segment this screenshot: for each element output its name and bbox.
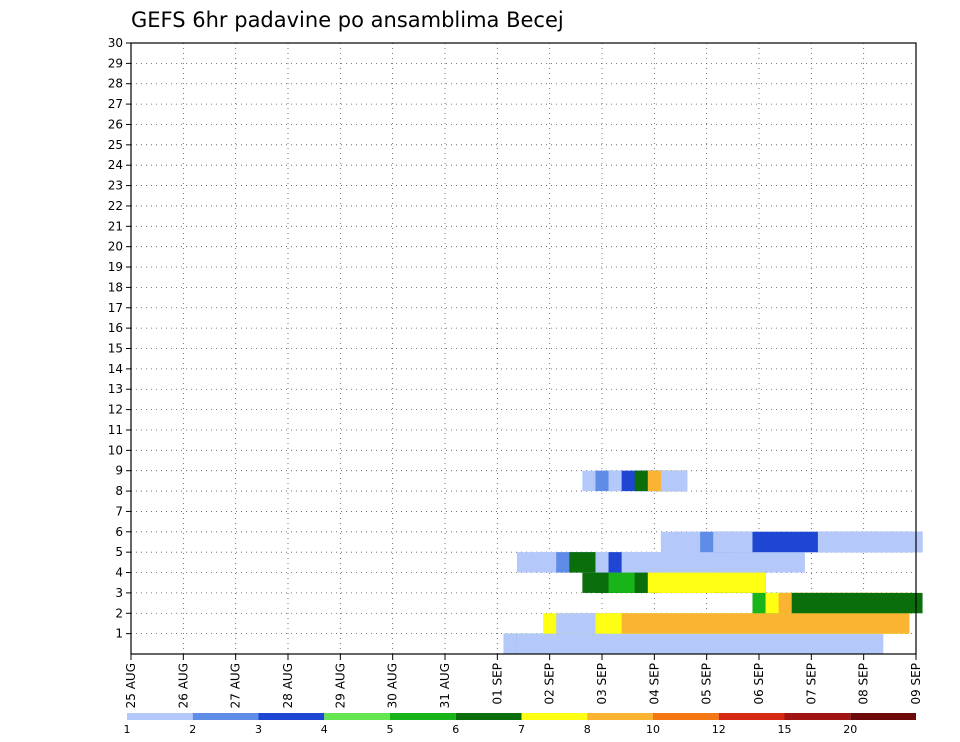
precip-cell	[516, 633, 818, 654]
colorbar-label: 10	[646, 723, 660, 736]
colorbar-label: 12	[712, 723, 726, 736]
colorbar-label: 2	[189, 723, 196, 736]
y-tick-label: 18	[108, 280, 123, 294]
y-tick-label: 16	[108, 321, 123, 335]
y-tick-label: 12	[108, 403, 123, 417]
grid-lines	[131, 43, 916, 654]
y-tick-label: 5	[115, 545, 123, 559]
colorbar-label: 8	[584, 723, 591, 736]
y-tick-label: 15	[108, 342, 123, 356]
x-tick-label: 25 AUG	[124, 663, 138, 708]
y-tick-label: 30	[108, 36, 123, 50]
precip-cell	[752, 531, 818, 553]
colorbar-segment	[521, 713, 588, 720]
precip-cell	[569, 552, 596, 573]
colorbar-label: 5	[387, 723, 394, 736]
y-tick-label: 7	[115, 504, 123, 518]
x-tick-label: 27 AUG	[229, 663, 243, 708]
y-tick-label: 4	[115, 566, 123, 580]
y-tick-label: 25	[108, 138, 123, 152]
y-tick-label: 14	[108, 362, 123, 376]
colorbar-segment	[718, 713, 785, 720]
x-tick-label: 02 SEP	[543, 663, 557, 705]
y-tick-label: 26	[108, 117, 123, 131]
x-tick-label: 05 SEP	[700, 663, 714, 705]
precipitation-cells	[503, 470, 923, 654]
colorbar-label: 15	[778, 723, 792, 736]
colorbar-segment	[455, 713, 522, 720]
x-tick-label: 26 AUG	[176, 663, 190, 708]
precip-cell	[660, 572, 714, 593]
x-tick-label: 03 SEP	[595, 663, 609, 705]
colorbar-label: 20	[843, 723, 857, 736]
y-tick-label: 22	[108, 199, 123, 213]
y-tick-label: 21	[108, 219, 123, 233]
x-tick-label: 29 AUG	[333, 663, 347, 708]
x-tick-label: 09 SEP	[909, 663, 923, 705]
y-tick-label: 17	[108, 301, 123, 315]
y-tick-label: 3	[115, 586, 123, 600]
x-tick-label: 31 AUG	[438, 663, 452, 708]
x-tick-label: 04 SEP	[647, 663, 661, 705]
y-tick-label: 8	[115, 484, 123, 498]
x-tick-label: 28 AUG	[281, 663, 295, 708]
colorbar-segment	[850, 713, 916, 720]
precip-cell	[530, 552, 805, 573]
colorbar-segment	[587, 713, 653, 720]
colorbar-label: 1	[124, 723, 131, 736]
x-tick-label: 08 SEP	[857, 663, 871, 705]
colorbar-segment	[324, 713, 390, 720]
colorbar-segment	[653, 713, 719, 720]
colorbar-segment	[390, 713, 456, 720]
y-tick-label: 2	[115, 606, 123, 620]
y-tick-label: 28	[108, 77, 123, 91]
y-tick-label: 9	[115, 464, 123, 478]
x-tick-label: 01 SEP	[490, 663, 504, 705]
colorbar-segment	[192, 713, 259, 720]
y-tick-label: 10	[108, 443, 123, 457]
x-tick-label: 07 SEP	[804, 663, 818, 705]
colorbar-segment	[258, 713, 325, 720]
y-tick-label: 11	[108, 423, 123, 437]
precip-cell	[660, 470, 688, 492]
precip-cell	[621, 613, 910, 634]
colorbar: 1 2 3 4 5 6 7 8 10 12 15 20	[124, 713, 916, 736]
precip-cell	[791, 592, 923, 614]
y-tick-label: 13	[108, 382, 123, 396]
y-tick-label: 19	[108, 260, 123, 274]
y-axis-ticks: 1234567891011121314151617181920212223242…	[108, 36, 131, 641]
y-tick-label: 24	[108, 158, 123, 172]
colorbar-label: 7	[518, 723, 525, 736]
colorbar-label: 4	[321, 723, 328, 736]
y-tick-label: 6	[115, 525, 123, 539]
x-axis-ticks: 25 AUG 26 AUG 27 AUG 28 AUG 29 AUG 30 AUG 31 A…	[124, 654, 923, 708]
precip-cell	[608, 552, 622, 573]
x-tick-label: 30 AUG	[386, 663, 400, 708]
colorbar-segment	[127, 713, 193, 720]
colorbar-label: 3	[255, 723, 262, 736]
y-tick-label: 27	[108, 97, 123, 111]
colorbar-segment	[784, 713, 851, 720]
chart-title: GEFS 6hr padavine po ansamblima Becej	[131, 8, 564, 32]
y-tick-label: 23	[108, 179, 123, 193]
x-tick-label: 06 SEP	[752, 663, 766, 705]
y-tick-label: 1	[115, 627, 123, 641]
colorbar-label: 6	[452, 723, 459, 736]
y-tick-label: 29	[108, 56, 123, 70]
y-tick-label: 20	[108, 240, 123, 254]
